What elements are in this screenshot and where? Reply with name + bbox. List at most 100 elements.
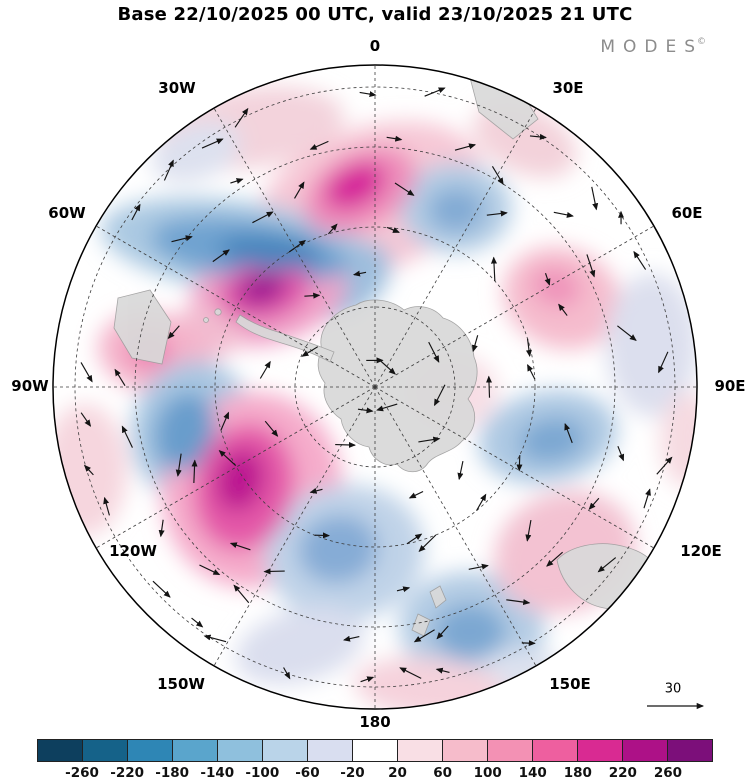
island xyxy=(214,308,222,316)
wind-arrow xyxy=(218,449,236,466)
wind-arrow xyxy=(658,351,669,374)
reference-vector-label: 30 xyxy=(664,681,682,697)
wind-arrow xyxy=(175,453,182,477)
colorbar-cell xyxy=(442,740,487,761)
colorbar-cell xyxy=(397,740,442,761)
wind-arrow xyxy=(527,364,536,380)
wind-arrow xyxy=(506,599,531,606)
longitude-label-150W: 150W xyxy=(157,675,205,693)
wind-arrow xyxy=(406,533,423,545)
wind-arrow xyxy=(529,133,547,140)
wind-arrow xyxy=(152,580,171,598)
longitude-label-0: 0 xyxy=(369,37,381,55)
anomaly-blob xyxy=(235,607,365,685)
wind-arrow xyxy=(230,178,244,184)
wind-arrow xyxy=(544,273,551,286)
wind-arrow xyxy=(234,107,249,128)
page-title: Base 22/10/2025 00 UTC, valid 23/10/2025… xyxy=(117,4,633,25)
longitude-label-120W: 120W xyxy=(109,542,157,560)
colorbar-cell xyxy=(532,740,577,761)
wind-arrow xyxy=(309,487,323,494)
colorbar-cell xyxy=(667,740,712,761)
anomaly-blob xyxy=(428,188,484,232)
colorbar-tick-60: 60 xyxy=(433,765,452,781)
wind-arrow xyxy=(259,360,271,379)
colorbar: -260 -220 -180 -140 -100 -60 -20 20 60 100 140 180 2… xyxy=(37,739,713,781)
longitude-label-180: 180 xyxy=(359,713,391,731)
modes-logo-text: MODES xyxy=(600,37,703,57)
wind-arrow xyxy=(468,563,489,570)
wind-arrow xyxy=(643,488,651,509)
colorbar-cell xyxy=(262,740,307,761)
wind-arrow xyxy=(591,186,599,211)
wind-arrow xyxy=(343,635,360,642)
colorbar-tick-100: 100 xyxy=(473,765,502,781)
colorbar-tick--100: -100 xyxy=(245,765,280,781)
wind-arrow xyxy=(521,640,536,647)
colorbar-cell xyxy=(82,740,127,761)
wind-arrow xyxy=(83,464,94,476)
colorbar-tick-140: 140 xyxy=(518,765,547,781)
wind-arrow xyxy=(558,303,568,316)
wind-arrow xyxy=(454,143,477,151)
colorbar-cell xyxy=(127,740,172,761)
longitude-label-30E: 30E xyxy=(552,79,584,97)
colorbar-tick--220: -220 xyxy=(110,765,145,781)
wind-arrow xyxy=(191,617,204,628)
wind-arrow xyxy=(525,338,532,358)
longitude-label-150E: 150E xyxy=(549,675,591,693)
wind-arrow xyxy=(199,564,221,576)
new-zealand xyxy=(429,585,447,609)
anomaly-blob xyxy=(298,514,378,584)
wind-arrow xyxy=(553,211,574,218)
wind-arrow xyxy=(433,384,446,407)
wind-arrow xyxy=(212,249,230,263)
wind-arrow xyxy=(203,634,227,643)
wind-arrow xyxy=(288,239,307,253)
wind-arrow xyxy=(396,586,411,593)
wind-arrow xyxy=(80,362,93,383)
colorbar-cell xyxy=(307,740,352,761)
wind-arrow xyxy=(352,270,367,277)
island xyxy=(203,317,209,323)
wind-arrow xyxy=(201,138,224,149)
anomaly-field-layer xyxy=(53,86,697,709)
map-svg xyxy=(52,64,705,710)
wind-arrow xyxy=(131,203,141,221)
wind-arrow xyxy=(597,557,617,573)
map-clip-group xyxy=(53,65,697,709)
wind-arrow xyxy=(588,497,600,510)
anomaly-blob xyxy=(531,267,581,307)
colorbar-cell xyxy=(487,740,532,761)
colorbar-tick--20: -20 xyxy=(340,765,365,781)
wind-arrow xyxy=(328,223,338,235)
colorbar-tick--140: -140 xyxy=(200,765,235,781)
wind-arrow xyxy=(264,420,279,437)
wind-arrow xyxy=(485,375,493,398)
anomaly-blob xyxy=(660,392,697,488)
wind-arrow xyxy=(309,140,329,150)
wind-arrow xyxy=(656,456,673,475)
colorbar-tick--260: -260 xyxy=(65,765,99,781)
wind-arrow xyxy=(359,91,377,98)
colorbar-cell xyxy=(38,740,82,761)
wind-arrow xyxy=(399,667,422,679)
antarctic-peninsula xyxy=(235,314,335,363)
wind-arrow xyxy=(490,256,498,282)
wind-arrow xyxy=(394,182,415,196)
colorbar-cell xyxy=(217,740,262,761)
longitude-label-60W: 60W xyxy=(48,204,86,222)
wind-arrow xyxy=(435,667,450,674)
wind-arrow xyxy=(376,403,398,412)
wind-arrow xyxy=(167,325,180,339)
wind-arrow xyxy=(408,490,424,499)
wind-arrow xyxy=(378,358,396,375)
wind-arrow xyxy=(121,425,133,448)
land-layer xyxy=(113,69,662,637)
wind-arrow xyxy=(263,568,285,575)
colorbar-tick-220: 220 xyxy=(608,765,637,781)
colorbar-cell xyxy=(172,740,217,761)
map-area: 30 0 30W 30E 60W 60E 90W 90E 120W 120E 150W 150E 18… xyxy=(11,37,745,731)
wind-arrow xyxy=(491,165,504,185)
colorbar-tick--60: -60 xyxy=(295,765,320,781)
